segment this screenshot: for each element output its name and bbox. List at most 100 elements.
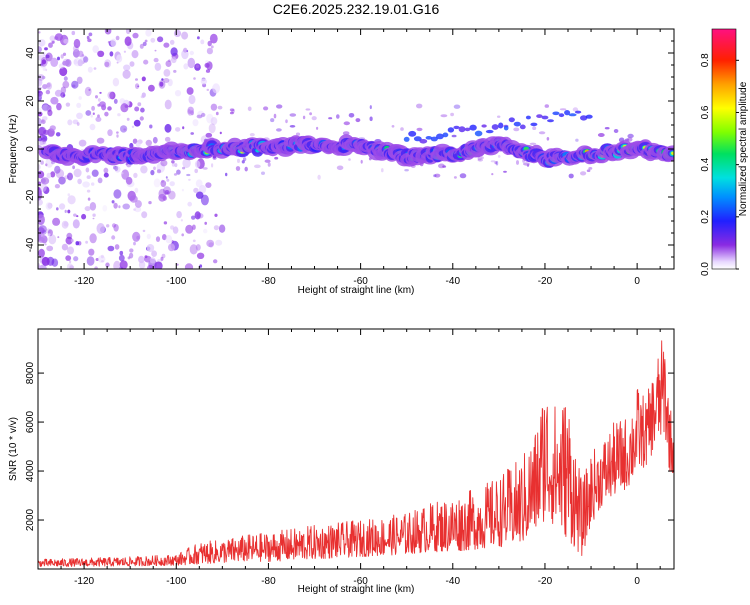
noise-blob bbox=[497, 115, 501, 118]
noise-blob bbox=[491, 173, 494, 176]
noise-blob bbox=[50, 57, 59, 67]
noise-blob bbox=[200, 194, 209, 206]
noise-blob bbox=[86, 175, 91, 180]
noise-blob bbox=[106, 224, 110, 228]
noise-blob bbox=[38, 31, 41, 34]
noise-blob bbox=[38, 74, 45, 81]
ridge-branch-blob bbox=[430, 136, 438, 142]
noise-blob bbox=[78, 139, 87, 147]
noise-blob bbox=[241, 160, 245, 164]
noise-blob bbox=[416, 127, 423, 132]
noise-blob bbox=[235, 166, 241, 171]
noise-blob bbox=[193, 77, 196, 80]
noise-blob bbox=[194, 211, 201, 220]
colorbar-tick-label: 0.2 bbox=[700, 209, 711, 223]
noise-blob bbox=[103, 172, 109, 178]
noise-blob bbox=[168, 243, 175, 252]
noise-blob bbox=[109, 91, 116, 100]
noise-blob bbox=[434, 173, 441, 178]
noise-blob bbox=[119, 266, 123, 269]
noise-blob bbox=[54, 165, 61, 174]
noise-blob bbox=[55, 132, 61, 137]
noise-blob bbox=[191, 215, 196, 220]
noise-blob bbox=[134, 106, 140, 112]
noise-blob bbox=[343, 121, 350, 126]
snr-series bbox=[38, 340, 674, 567]
noise-blob bbox=[86, 189, 91, 193]
noise-blob bbox=[267, 162, 271, 167]
noise-blob bbox=[189, 244, 198, 255]
x-tick-label: -100 bbox=[166, 276, 186, 287]
noise-blob bbox=[196, 252, 205, 259]
noise-blob bbox=[212, 83, 221, 94]
noise-blob bbox=[173, 69, 177, 73]
noise-blob bbox=[391, 125, 395, 128]
ridge-branch-blob bbox=[498, 122, 504, 129]
noise-blob bbox=[38, 248, 45, 258]
noise-blob bbox=[181, 233, 184, 237]
noise-blob bbox=[160, 256, 164, 261]
noise-blob bbox=[69, 260, 72, 264]
noise-blob bbox=[165, 176, 168, 179]
noise-blob bbox=[123, 50, 126, 53]
noise-blob bbox=[205, 182, 212, 189]
noise-blob bbox=[45, 202, 52, 210]
noise-blob bbox=[176, 211, 182, 219]
noise-blob bbox=[433, 174, 437, 178]
noise-blob bbox=[162, 234, 167, 241]
noise-blob bbox=[54, 184, 61, 189]
noise-blob bbox=[149, 124, 153, 129]
noise-blob bbox=[56, 207, 59, 211]
noise-blob bbox=[86, 35, 90, 40]
spectrogram-panel: -120 -100 -80 -60 -40 -20 0 -40 -20 0 20 40 Height … bbox=[8, 28, 675, 296]
noise-blob bbox=[41, 104, 50, 112]
noise-blob bbox=[129, 61, 135, 67]
noise-blob bbox=[95, 116, 102, 122]
noise-blob bbox=[57, 236, 60, 239]
noise-blob bbox=[185, 224, 194, 234]
ridge-branch-blob bbox=[519, 124, 526, 130]
ridge-branch-blob bbox=[408, 130, 417, 137]
noise-blob bbox=[38, 55, 42, 61]
noise-blob bbox=[38, 164, 41, 171]
noise-blob bbox=[59, 203, 66, 210]
noise-blob bbox=[86, 256, 95, 266]
noise-blob bbox=[38, 265, 43, 269]
colorbar-tick-label: 0.4 bbox=[700, 157, 711, 171]
noise-blob bbox=[244, 166, 248, 172]
noise-blob bbox=[184, 263, 194, 269]
noise-blob bbox=[40, 160, 44, 165]
noise-blob bbox=[205, 60, 209, 64]
noise-blob bbox=[38, 54, 45, 61]
noise-blob bbox=[95, 95, 98, 99]
noise-blob bbox=[67, 209, 71, 214]
noise-blob bbox=[113, 98, 118, 104]
noise-blob bbox=[48, 234, 57, 245]
noise-blob bbox=[38, 92, 43, 98]
noise-blob bbox=[139, 116, 144, 121]
noise-blob bbox=[102, 205, 108, 212]
ridge-branch-blob bbox=[458, 126, 466, 133]
noise-blob bbox=[195, 244, 201, 251]
noise-blob bbox=[477, 157, 482, 161]
noise-blob bbox=[440, 114, 448, 118]
noise-blob bbox=[78, 96, 82, 100]
spectrogram-frame bbox=[37, 28, 675, 270]
noise-blob bbox=[76, 112, 83, 120]
noise-blob bbox=[156, 169, 162, 174]
x-tick-label: -40 bbox=[446, 276, 461, 287]
noise-blob bbox=[200, 39, 205, 45]
noise-blob bbox=[171, 56, 177, 64]
noise-blob bbox=[532, 126, 537, 130]
snr-ylabel: SNR (10 * v/v) bbox=[8, 417, 19, 481]
noise-blob bbox=[459, 173, 467, 179]
noise-blob bbox=[212, 156, 217, 160]
noise-blob bbox=[147, 264, 154, 269]
noise-blob bbox=[189, 50, 194, 56]
noise-blob bbox=[202, 167, 208, 170]
noise-blob bbox=[97, 98, 101, 102]
y-tick-label: 40 bbox=[25, 47, 36, 59]
noise-blob bbox=[116, 54, 123, 63]
noise-blob bbox=[52, 217, 61, 226]
ridge-branch-blob bbox=[503, 125, 509, 131]
